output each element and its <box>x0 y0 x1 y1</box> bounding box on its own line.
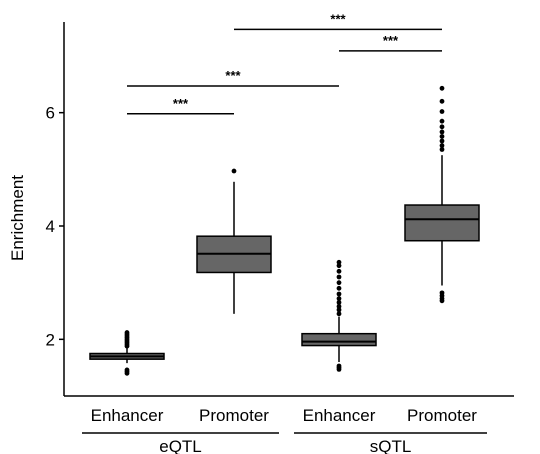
x-category-label: Enhancer <box>303 406 376 425</box>
outlier-point <box>336 304 342 309</box>
outlier-point <box>124 330 130 335</box>
y-tick-label: 4 <box>46 217 55 236</box>
y-axis-label: Enrichment <box>8 175 27 261</box>
outlier-point <box>439 138 445 144</box>
x-group-label: eQTL <box>159 437 202 454</box>
significance-label: *** <box>383 33 399 48</box>
boxplots <box>89 85 480 376</box>
significance-brackets: *** *** *** *** <box>127 11 442 115</box>
outlier-point <box>336 311 342 317</box>
significance-label: *** <box>225 68 241 83</box>
outlier-point <box>439 98 445 104</box>
y-tick-label: 6 <box>46 104 55 123</box>
boxplot-sqtl-promoter <box>404 85 480 304</box>
outlier-point <box>439 118 445 124</box>
axes: 2 4 6 <box>46 22 514 397</box>
outlier-point <box>336 296 342 301</box>
x-category-label: Promoter <box>199 406 269 425</box>
outlier-point <box>124 367 130 373</box>
outlier-point <box>336 300 342 305</box>
outlier-point <box>336 259 342 265</box>
x-group-label: sQTL <box>370 437 412 454</box>
outlier-point <box>439 129 445 135</box>
outlier-point <box>336 285 342 291</box>
outlier-point <box>439 143 445 148</box>
box-iqr <box>404 204 480 242</box>
outlier-point <box>439 85 445 91</box>
outlier-point <box>439 124 445 130</box>
y-tick-label: 2 <box>46 330 55 349</box>
outlier-point <box>231 168 237 174</box>
significance-label: *** <box>330 11 346 26</box>
outlier-point <box>439 134 445 139</box>
significance-label: *** <box>173 96 189 111</box>
boxplot-eqtl-enhancer <box>89 330 165 376</box>
outlier-point <box>336 291 342 297</box>
outlier-point <box>439 109 445 114</box>
axis-labels: Enrichment Enhancer Promoter eQTL Enhancer P… <box>8 175 487 454</box>
outlier-point <box>336 268 342 274</box>
boxplot-sqtl-enhancer <box>301 259 377 372</box>
outlier-point <box>439 290 445 296</box>
outlier-point <box>336 274 342 280</box>
box-iqr <box>301 332 377 347</box>
boxplot-eqtl-promoter <box>196 168 272 314</box>
outlier-point <box>336 307 342 313</box>
x-category-label: Promoter <box>407 406 477 425</box>
outlier-point <box>439 147 445 152</box>
outlier-point <box>336 363 342 369</box>
outlier-point <box>336 280 342 286</box>
x-category-label: Enhancer <box>91 406 164 425</box>
outlier-point <box>336 263 342 269</box>
